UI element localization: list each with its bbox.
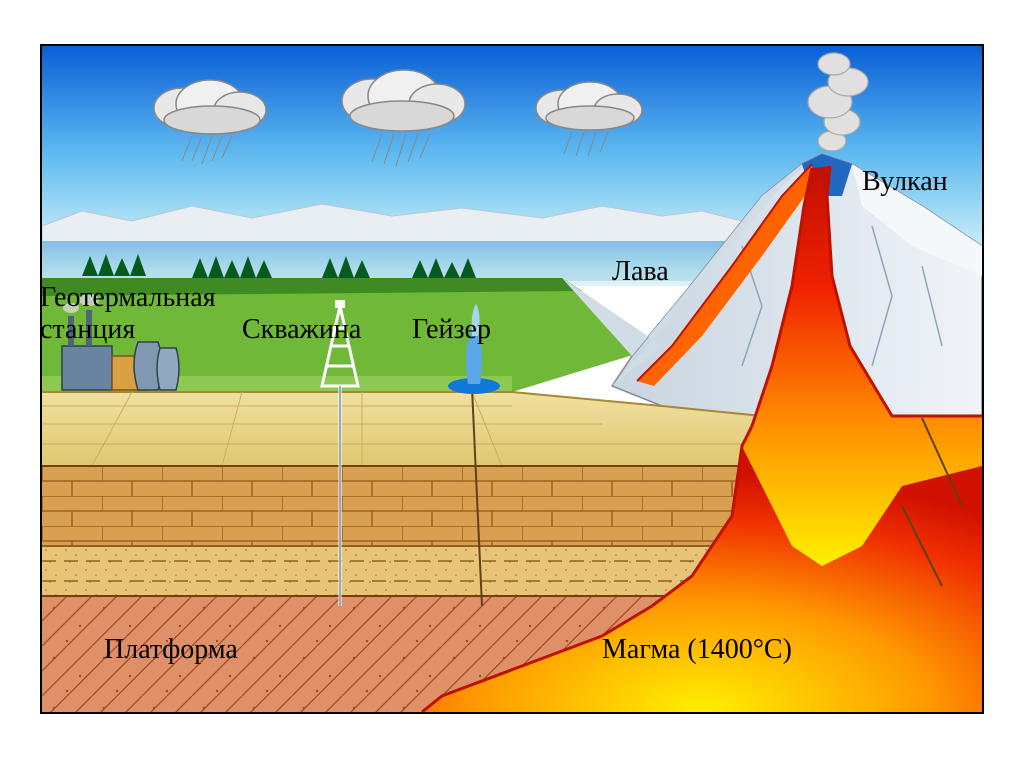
label-lava: Лава <box>612 256 669 288</box>
label-volcano: Вулкан <box>862 166 948 198</box>
label-station-2: станция <box>40 314 135 346</box>
geology-diagram-svg <box>42 46 982 712</box>
label-geyser: Гейзер <box>412 314 491 346</box>
label-platform: Платформа <box>104 634 238 666</box>
label-magma: Магма (1400°С) <box>602 634 792 666</box>
label-well: Скважина <box>242 314 361 346</box>
label-station-1: Геотермальная <box>40 282 216 314</box>
diagram-frame: Вулкан Лава Гейзер Скважина Геотермальна… <box>40 44 984 714</box>
